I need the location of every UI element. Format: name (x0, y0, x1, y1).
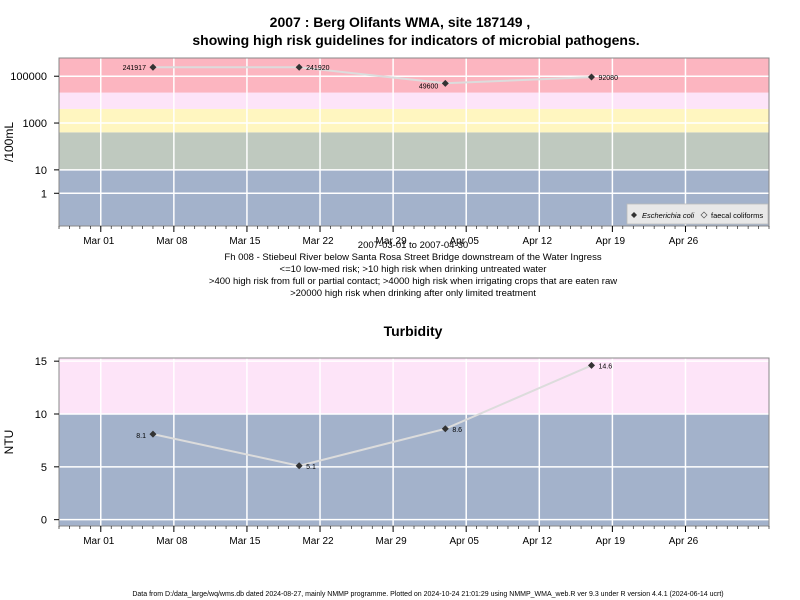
data-point (441, 79, 449, 87)
y-tick-label: 10 (35, 409, 47, 421)
caption-risk-drinking: <=10 low-med risk; >10 high risk when dr… (280, 264, 547, 275)
data-point (441, 425, 449, 433)
x-tick-label: Apr 26 (669, 236, 699, 247)
legend-box (626, 203, 769, 225)
x-tick-label: Mar 01 (83, 236, 115, 247)
y-tick-label: 15 (35, 356, 47, 368)
x-tick-label: Apr 19 (596, 236, 626, 247)
risk-band-1 (59, 358, 769, 414)
data-label: 14.6 (599, 363, 613, 370)
caption-date-range: 2007-03-01 to 2007-04-30 (358, 240, 468, 251)
legend-marker-faecal (700, 211, 708, 219)
data-point (149, 63, 157, 71)
data-point (149, 430, 157, 438)
data-label: 8.6 (452, 427, 462, 434)
data-label: 49600 (419, 83, 439, 90)
x-tick-label: Mar 22 (302, 236, 334, 247)
y-tick-label: 0 (41, 515, 47, 527)
series-line (152, 364, 592, 467)
x-tick-label: Mar 01 (83, 536, 115, 547)
data-label: 92080 (599, 75, 619, 82)
caption-risk-treatment: >20000 high risk when drinking after onl… (290, 288, 536, 299)
x-tick-label: Apr 19 (596, 536, 626, 547)
chart-title-line-1: 2007 : Berg Olifants WMA, site 187149 , (270, 14, 531, 30)
series-line (153, 66, 592, 85)
turbidity-title: Turbidity (384, 323, 443, 339)
x-tick-label: Mar 08 (156, 236, 188, 247)
legend-marker-ecoli (631, 212, 637, 218)
x-tick-label: Mar 08 (156, 536, 188, 547)
x-tick-label: Apr 05 (449, 236, 479, 247)
data-point (295, 63, 303, 71)
chart-title-line-2: showing high risk guidelines for indicat… (192, 32, 639, 48)
risk-band-4 (59, 58, 769, 93)
y-tick-label: 10 (35, 165, 47, 177)
caption-risk-contact: >400 high risk from full or partial cont… (209, 276, 617, 287)
x-tick-label: Apr 12 (523, 536, 553, 547)
y-axis-title: NTU (2, 430, 16, 455)
data-label: 241917 (123, 65, 146, 72)
x-tick-label: Mar 29 (376, 536, 408, 547)
legend: Escherichia coli faecal coliforms (626, 203, 769, 225)
data-point (295, 462, 303, 470)
y-tick-label: 5 (41, 462, 47, 474)
footer-note: Data from D:/data_large/wq/wms.db dated … (132, 591, 723, 598)
y-tick-label: 1 (41, 188, 47, 200)
x-tick-label: Mar 22 (302, 536, 334, 547)
x-tick-label: Apr 26 (669, 536, 699, 547)
x-tick-label: Apr 12 (523, 236, 553, 247)
y-axis-title: /100mL (2, 122, 16, 162)
risk-band-2 (59, 108, 769, 133)
data-label: 8.1 (136, 433, 146, 440)
caption-site: Fh 008 - Stiebeul River below Santa Rosa… (224, 252, 601, 263)
ecoli-panel: 100000 1000 10 1 Mar 01 Mar 08 Mar 15 Mar 22 Mar… (2, 57, 770, 247)
data-point (588, 361, 595, 369)
legend-label-ecoli: Escherichia coli (642, 211, 694, 220)
x-tick-label: Mar 15 (229, 236, 261, 247)
data-label: 241920 (306, 65, 329, 72)
x-tick-label: Apr 05 (449, 536, 479, 547)
y-tick-label: 1000 (23, 118, 47, 130)
legend-label-faecal: faecal coliforms (711, 211, 763, 220)
turbidity-panel: 0 5 10 15 Mar 01 Mar 08 Mar 15 Mar 22 Mar 29 Apr … (2, 356, 770, 547)
data-point (588, 73, 595, 81)
x-tick-label: Mar 15 (229, 536, 261, 547)
risk-band-1 (59, 132, 769, 170)
risk-band-0 (59, 414, 769, 526)
data-label: 5.1 (306, 464, 316, 471)
risk-band-3 (59, 92, 769, 109)
y-tick-label: 100000 (10, 71, 47, 83)
x-tick-label: Mar 29 (376, 236, 408, 247)
